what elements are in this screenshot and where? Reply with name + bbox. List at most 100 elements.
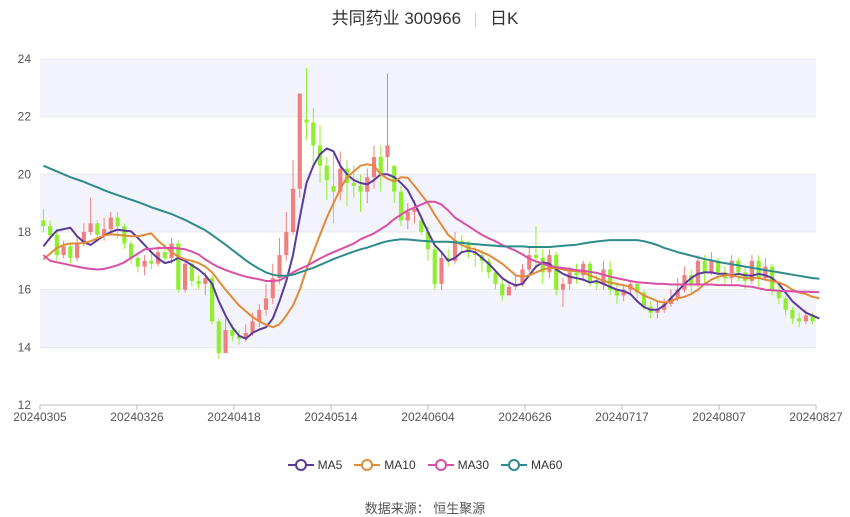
candle: [263, 283, 269, 316]
candle-body: [257, 309, 262, 322]
legend-item-ma5[interactable]: MA5: [287, 458, 342, 472]
x-tick-label: 20240807: [692, 410, 746, 424]
candle-body: [270, 278, 275, 299]
candle-body: [378, 157, 383, 175]
candle-body: [527, 255, 532, 270]
candle: [129, 240, 134, 264]
candle-body: [41, 220, 46, 227]
candle: [149, 252, 154, 270]
candle-body: [702, 260, 707, 273]
candle: [689, 269, 694, 293]
candle-body: [439, 257, 444, 284]
candle-body: [392, 165, 397, 192]
ma5-line: [42, 147, 820, 340]
grid-bands: [40, 59, 816, 348]
candle-body: [108, 217, 113, 230]
legend-item-ma30[interactable]: MA30: [427, 458, 490, 472]
candle-body: [277, 255, 282, 279]
candle-body: [689, 275, 694, 284]
y-tick-label: 18: [18, 225, 32, 239]
title-separator: [475, 12, 477, 27]
candle: [311, 108, 316, 166]
legend-swatch: [501, 458, 528, 472]
y-tick-label: 16: [18, 283, 32, 297]
candle-body: [540, 257, 545, 273]
candle-body: [608, 269, 613, 290]
candle-body: [290, 188, 296, 232]
candle: [290, 159, 296, 235]
y-tick-label: 20: [18, 167, 32, 181]
x-tick-label: 20240418: [207, 410, 261, 424]
candle: [277, 237, 282, 284]
candle: [385, 73, 390, 172]
candle: [608, 260, 613, 296]
candle: [776, 283, 781, 305]
candle-body: [385, 145, 390, 158]
candle-body: [189, 263, 194, 282]
candle: [223, 318, 228, 354]
candle: [635, 281, 640, 299]
candle-body: [95, 223, 100, 235]
legend-item-ma10[interactable]: MA10: [354, 458, 416, 472]
candle-body: [405, 211, 410, 221]
candle-body: [216, 321, 221, 354]
candle-body: [533, 255, 539, 258]
candle-body: [142, 260, 147, 267]
candle: [358, 174, 363, 212]
candle: [398, 185, 404, 227]
x-tick-label: 20240604: [401, 410, 455, 424]
candle-body: [61, 246, 66, 256]
candle-body: [169, 243, 174, 258]
candle: [378, 145, 383, 192]
candle-body: [594, 281, 599, 284]
x-tick-label: 20240326: [110, 410, 164, 424]
legend-label: MA30: [457, 458, 490, 472]
candle-body: [655, 309, 660, 313]
candle-body: [803, 315, 808, 322]
candle: [797, 312, 802, 328]
candle-body: [351, 182, 356, 186]
candle: [216, 318, 221, 359]
data-source: 数据来源： 恒生聚源: [364, 501, 486, 516]
candle-body: [324, 165, 329, 181]
candle: [270, 263, 275, 305]
y-tick-label: 24: [18, 52, 32, 66]
candle-body: [810, 315, 815, 322]
candle-body: [344, 168, 350, 183]
candle: [695, 255, 701, 287]
candle-body: [243, 332, 248, 339]
candle-body: [358, 185, 363, 192]
candle: [500, 278, 505, 302]
candle: [142, 255, 147, 276]
candle-body: [209, 278, 215, 322]
candle-body: [486, 260, 491, 273]
candle: [486, 257, 491, 279]
candle-body: [102, 229, 107, 235]
candle-body: [581, 263, 586, 276]
y-tick-label: 22: [18, 110, 32, 124]
candle-body: [797, 318, 802, 322]
candle: [324, 157, 329, 201]
legend-swatch: [354, 458, 381, 472]
candle: [392, 165, 397, 204]
candle: [560, 278, 566, 307]
grid-band: [40, 59, 816, 117]
candle-body: [203, 278, 208, 284]
grid-band: [40, 289, 816, 348]
candle: [756, 255, 761, 287]
candle-body: [695, 260, 701, 284]
candle: [439, 252, 444, 290]
legend-item-ma60[interactable]: MA60: [501, 458, 562, 472]
candle: [88, 197, 93, 235]
ma10-line: [42, 163, 820, 329]
candle-body: [419, 220, 424, 232]
y-axis: 12 14 16 18 20 22 24: [18, 52, 32, 412]
candle-body: [196, 281, 201, 284]
x-tick-label: 20240717: [595, 410, 649, 424]
candle: [338, 151, 343, 201]
candle: [182, 257, 188, 293]
period-label: 日K: [490, 9, 519, 28]
ma-lines: [42, 147, 820, 340]
candle-body: [675, 289, 680, 299]
